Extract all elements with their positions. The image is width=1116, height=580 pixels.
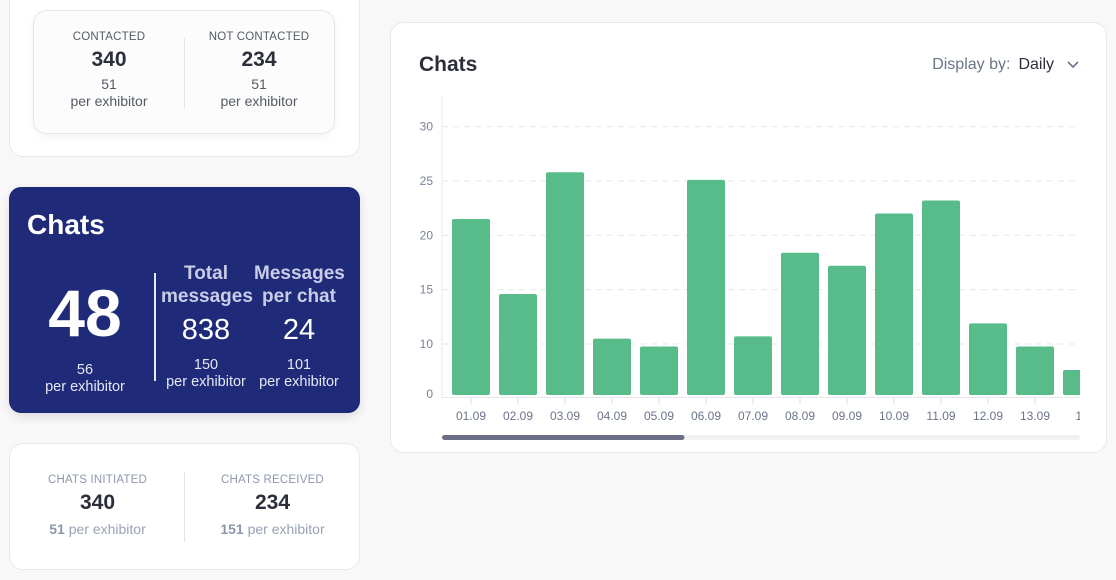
total-messages-stat: Total messages 838 150 per exhibitor	[161, 262, 253, 391]
y-tick-label: 0	[426, 387, 433, 401]
not-contacted-value: 234	[241, 48, 277, 71]
chart-title: Chats	[419, 53, 478, 76]
contacts-summary: CONTACTED 340 51 per exhibitor NOT CONTA…	[33, 10, 335, 134]
bar-04.09[interactable]	[593, 338, 631, 395]
x-tick-label: 11.09	[926, 409, 955, 423]
bar-05.09[interactable]	[640, 346, 678, 396]
total-chats-value: 48	[48, 276, 122, 350]
not-contacted-stat: NOT CONTACTED 234 51 per exhibitor	[184, 31, 334, 110]
contacted-label: CONTACTED	[72, 31, 146, 43]
bars	[452, 172, 1101, 396]
bar-11.09[interactable]	[922, 200, 960, 395]
x-tick-label: 03.09	[550, 409, 580, 423]
total-messages-per-label: per exhibitor	[166, 374, 246, 390]
not-contacted-per-label: per exhibitor	[220, 93, 298, 109]
total-chats-per-value: 56	[76, 362, 94, 378]
y-tick-label: 30	[420, 120, 434, 134]
messages-per-chat-label-1: Messages	[254, 263, 345, 284]
messages-per-chat-per: 101	[286, 357, 312, 373]
x-tick-label: 06.09	[691, 409, 721, 423]
x-tick-label: 04.09	[597, 409, 627, 423]
contacted-per-label: per exhibitor	[70, 93, 148, 109]
chats-received-value: 234	[254, 491, 291, 514]
chats-chart-card: Chats Display by: Daily 0 10 15 20 25 30 01.09…	[390, 22, 1107, 453]
bar-02.09[interactable]	[499, 293, 537, 395]
x-tick-label: 09.09	[832, 409, 862, 423]
bar-06.09[interactable]	[687, 179, 725, 395]
bar-08.09[interactable]	[781, 252, 819, 395]
display-by-dropdown[interactable]: Display by: Daily	[932, 56, 1080, 74]
y-tick-label: 15	[420, 283, 434, 297]
x-tick-label: 08.09	[785, 409, 815, 423]
chats-received-per: 151 per exhibitor	[185, 521, 360, 537]
chats-initiated-per-value: 51	[49, 521, 65, 537]
bar-09.09[interactable]	[828, 265, 866, 395]
chats-card-title: Chats	[27, 209, 105, 240]
total-messages-label-2: messages	[161, 286, 253, 307]
total-messages-value: 838	[181, 314, 231, 346]
contacted-per: 51	[101, 76, 117, 92]
x-tick-label: 05.09	[644, 409, 674, 423]
chats-initiated-per-label: per exhibitor	[68, 521, 146, 537]
divider	[184, 472, 185, 542]
bar-10.09[interactable]	[875, 213, 913, 395]
chats-initiated-per: 51 per exhibitor	[10, 521, 185, 537]
x-tick-label: 10.09	[879, 409, 909, 423]
divider	[154, 273, 156, 381]
bar-03.09[interactable]	[546, 172, 584, 395]
y-tick-label: 25	[420, 174, 434, 188]
total-chats-per: 56 per exhibitor	[9, 362, 161, 396]
bar-14[interactable]	[1063, 370, 1101, 395]
total-messages-label-1: Total	[184, 263, 228, 284]
total-messages-per: 150	[193, 357, 219, 373]
chats-received-per-label: per exhibitor	[247, 521, 325, 537]
x-tick-label: 13.09	[1020, 409, 1050, 423]
contacted-stat: CONTACTED 340 51 per exhibitor	[34, 31, 184, 110]
chats-initiated-label: CHATS INITIATED	[47, 474, 148, 486]
x-tick-label: 02.09	[503, 409, 533, 423]
y-tick-label: 20	[420, 228, 434, 242]
bar-01.09[interactable]	[452, 218, 490, 395]
not-contacted-per: 51	[251, 76, 267, 92]
chats-summary-card: Chats 48 56 per exhibitor Total messages…	[9, 187, 360, 413]
messages-per-chat-stat: Messages per chat 24 101 per exhibitor	[254, 262, 345, 391]
messages-per-chat-value: 24	[282, 314, 316, 346]
chevron-down-icon	[1067, 61, 1079, 69]
bar-12.09[interactable]	[969, 323, 1007, 395]
bar-07.09[interactable]	[734, 336, 772, 395]
chats-initiated-stat: CHATS INITIATED 340 51 per exhibitor	[10, 474, 185, 537]
y-tick-label: 10	[420, 337, 434, 351]
not-contacted-label: NOT CONTACTED	[208, 31, 310, 43]
x-tick-label: 01.09	[456, 409, 486, 423]
scrollbar-thumb[interactable]	[442, 435, 685, 440]
messages-per-chat-label-2: per chat	[262, 286, 336, 307]
chats-received-stat: CHATS RECEIVED 234 151 per exhibitor	[185, 474, 360, 537]
x-tick-label: 07.09	[738, 409, 768, 423]
contacted-value: 340	[91, 48, 127, 71]
x-tick-label: 14	[1075, 409, 1089, 423]
chats-received-per-value: 151	[220, 521, 244, 537]
display-by-value: Daily	[1018, 56, 1054, 73]
bar-13.09[interactable]	[1016, 346, 1054, 396]
divider	[184, 38, 185, 108]
chats-bar-chart: 0 10 15 20 25 30 01.09 02.09 03.09 04.09 05.09 06.0…	[420, 97, 1101, 440]
messages-per-chat-per-label: per exhibitor	[259, 374, 339, 390]
chats-initiated-value: 340	[79, 491, 116, 514]
total-chats-per-label: per exhibitor	[45, 379, 125, 395]
chat-stats-card: CHATS INITIATED 340 51 per exhibitor CHA…	[9, 443, 360, 570]
x-tick-label: 12.09	[973, 409, 1003, 423]
chats-received-label: CHATS RECEIVED	[221, 474, 324, 486]
display-by-label: Display by:	[932, 56, 1011, 73]
